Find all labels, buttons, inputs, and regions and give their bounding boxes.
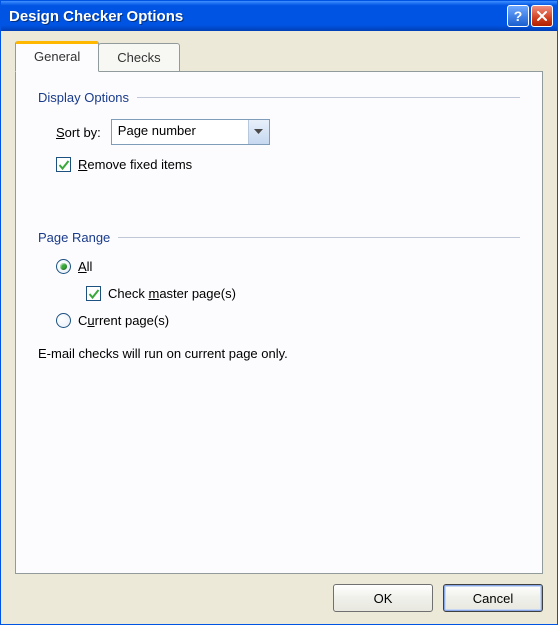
page-range-all-row[interactable]: All [56,259,520,274]
email-note: E-mail checks will run on current page o… [38,346,520,361]
combo-dropdown-button[interactable] [248,120,269,144]
tabpanel-general: Display Options Sort by: Page number [15,71,543,574]
close-icon [537,9,547,24]
sort-by-combo[interactable]: Page number [111,119,270,145]
group-header-page-range: Page Range [38,230,520,245]
page-range-all-label: All [78,259,92,274]
remove-fixed-checkbox[interactable] [56,157,71,172]
group-title: Display Options [38,90,129,105]
cancel-button[interactable]: Cancel [443,584,543,612]
tabstrip: General Checks [15,41,543,71]
page-range-current-label: Current page(s) [78,313,169,328]
remove-fixed-label: Remove fixed items [78,157,192,172]
tab-general[interactable]: General [15,41,99,72]
tab-label: General [34,49,80,64]
button-label: Cancel [473,591,513,606]
tab-label: Checks [117,50,160,65]
dialog-window: Design Checker Options ? General Checks [0,0,558,625]
group-header-display-options: Display Options [38,90,520,105]
check-master-label: Check master page(s) [108,286,236,301]
group-body-page-range: All Check master page(s) Current page(s)… [38,259,520,361]
page-range-current-row[interactable]: Current page(s) [56,313,520,328]
group-body-display-options: Sort by: Page number [38,119,520,172]
check-master-checkbox[interactable] [86,286,101,301]
ok-button[interactable]: OK [333,584,433,612]
remove-fixed-row[interactable]: Remove fixed items [56,157,520,172]
tab-checks[interactable]: Checks [98,43,179,71]
chevron-down-icon [254,129,263,135]
page-range-all-radio[interactable] [56,259,71,274]
sort-by-label: Sort by: [56,125,101,140]
group-divider [118,237,520,238]
radio-dot-icon [60,263,67,270]
sort-by-row: Sort by: Page number [56,119,520,145]
close-button[interactable] [531,5,553,27]
help-icon: ? [514,8,523,24]
group-title: Page Range [38,230,110,245]
check-icon [58,159,70,171]
sort-by-value: Page number [112,120,248,144]
spacer [38,184,520,230]
dialog-buttons: OK Cancel [15,574,543,612]
check-master-row[interactable]: Check master page(s) [86,286,520,301]
window-title: Design Checker Options [9,8,505,25]
help-button[interactable]: ? [507,5,529,27]
titlebar: Design Checker Options ? [1,1,557,31]
page-range-current-radio[interactable] [56,313,71,328]
check-icon [88,288,100,300]
button-label: OK [374,591,393,606]
client-area: General Checks Display Options Sort by: … [1,31,557,624]
group-divider [137,97,520,98]
